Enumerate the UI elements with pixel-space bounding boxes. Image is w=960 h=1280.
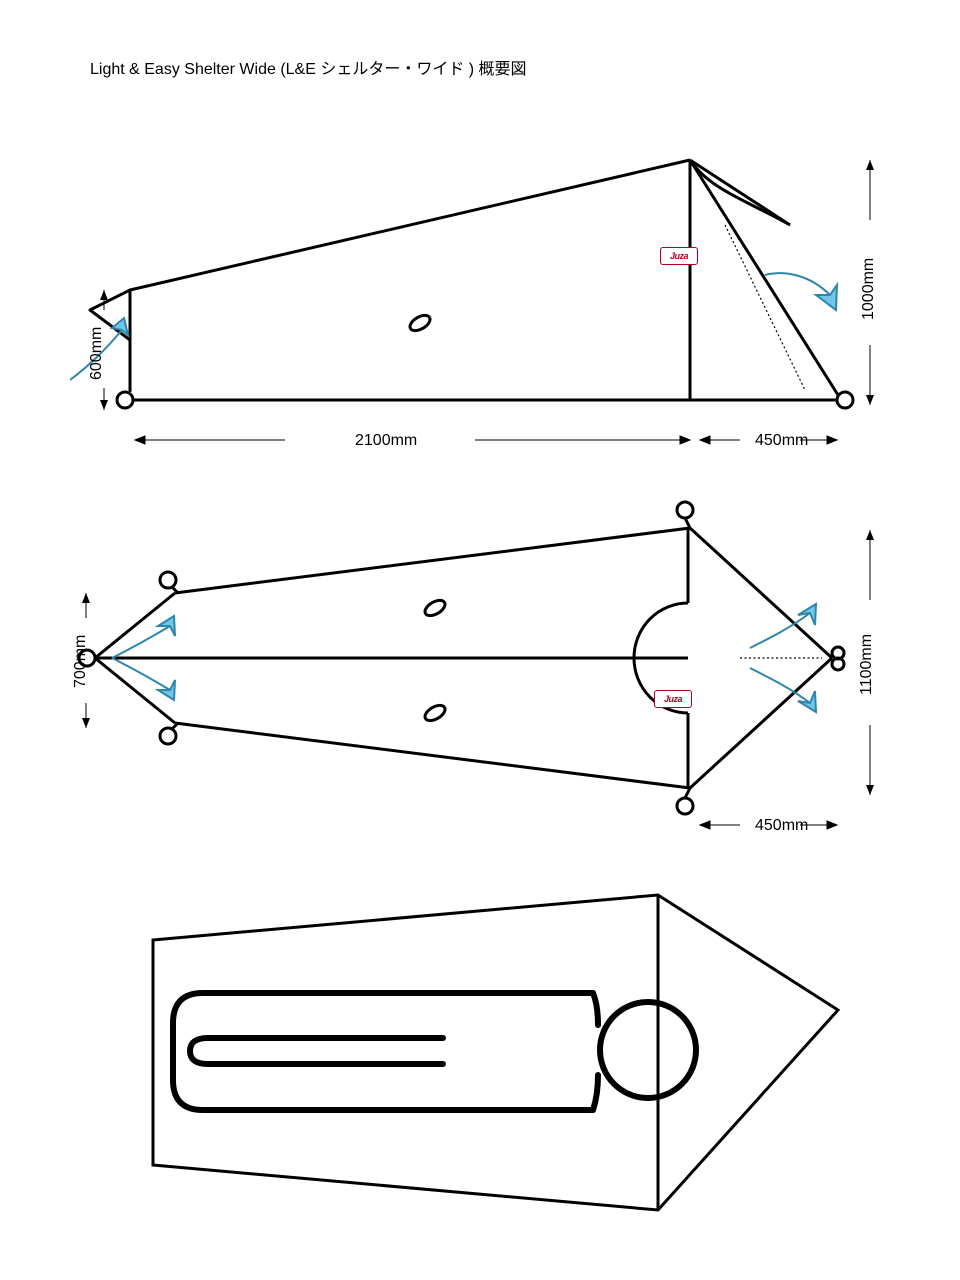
leaf-icon [422,597,447,618]
front-guyline [690,160,838,395]
dim-label-450-side: 450mm [755,432,808,450]
body-top-edge [175,528,690,593]
footprint-outline [153,895,838,1210]
dim-label-600: 600mm [88,320,106,380]
human-body-icon [173,993,640,1110]
stake-loop-icon [677,798,693,814]
brand-logo-icon: Juza [654,690,692,708]
page-title: Light & Easy Shelter Wide (L&E シェルター・ワイド… [90,55,527,79]
airflow-arrow-icon [750,604,816,648]
guyline [172,587,178,593]
apex-loop-icon [832,647,844,670]
human-leg-split [193,1038,448,1060]
guyline [685,518,690,528]
human-body-outline [173,993,593,1110]
body-bot-edge [175,723,690,788]
stake-loop-icon [837,392,853,408]
guyline [685,788,690,798]
dim-label-2100: 2100mm [355,432,417,450]
guyline [172,723,178,729]
airflow-arrow-front-icon [765,273,837,310]
front-zipper [725,225,805,390]
dimension-length [135,436,837,444]
brand-logo-icon: Juza [660,247,698,265]
dim-label-1000: 1000mm [860,250,878,320]
airflow-arrow-icon [750,668,816,712]
side-view [70,130,885,460]
top-view [70,498,885,833]
dim-label-1100: 1100mm [858,625,876,695]
vestibule-bot [690,658,832,788]
leaf-icon [407,312,432,333]
leaf-icon [422,702,447,723]
page: Light & Easy Shelter Wide (L&E シェルター・ワイド… [0,0,960,1280]
ridgeline [130,160,690,290]
dim-label-450-top: 450mm [755,817,808,835]
footprint-view [93,875,853,1245]
stake-loop-icon [160,572,176,588]
stake-loop-icon [117,392,133,408]
dim-label-700: 700mm [72,628,90,688]
human-legs-split [190,1038,443,1064]
human-head-icon [600,1002,696,1098]
stake-loop-icon [677,502,693,518]
stake-loop-icon [160,728,176,744]
vestibule-top [690,528,832,658]
